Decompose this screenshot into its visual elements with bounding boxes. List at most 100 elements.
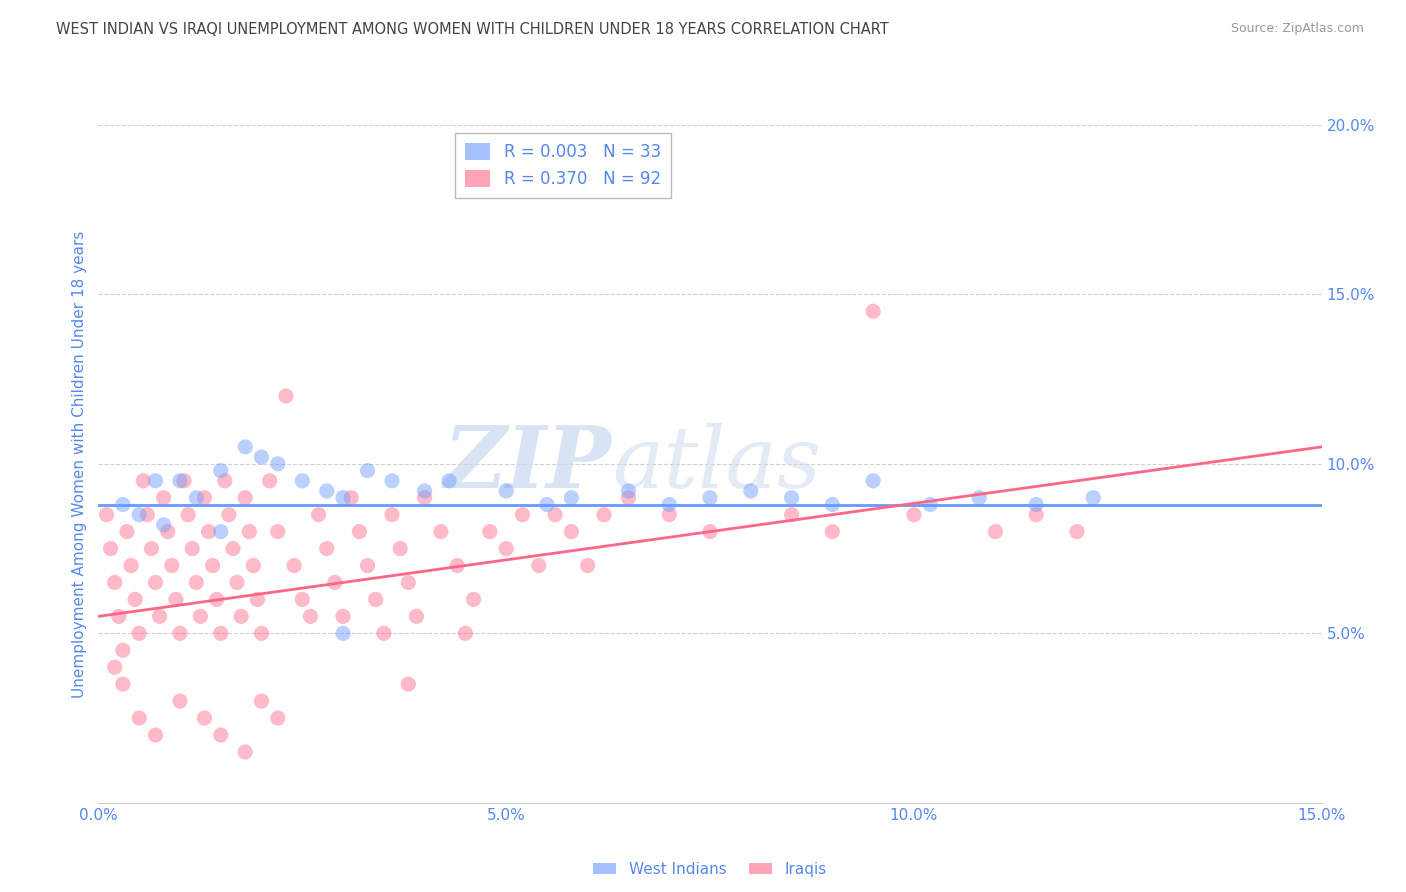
Point [446, 558, 468, 573]
Point [430, 524, 453, 539]
Point [495, 483, 517, 498]
Point [209, 728, 232, 742]
Point [188, 609, 212, 624]
Point [1066, 524, 1088, 539]
Point [120, 558, 142, 573]
Point [780, 491, 803, 505]
Point [169, 626, 191, 640]
Point [381, 474, 404, 488]
Point [145, 474, 167, 488]
Point [104, 660, 127, 674]
Point [152, 517, 174, 532]
Point [364, 592, 387, 607]
Point [205, 592, 228, 607]
Point [169, 694, 191, 708]
Point [862, 474, 884, 488]
Point [267, 457, 290, 471]
Point [201, 558, 224, 573]
Point [699, 491, 721, 505]
Point [128, 508, 150, 522]
Point [576, 558, 599, 573]
Point [332, 609, 354, 624]
Point [617, 483, 640, 498]
Point [238, 524, 260, 539]
Point [173, 474, 195, 488]
Point [274, 389, 297, 403]
Point [332, 626, 354, 640]
Point [356, 464, 378, 478]
Point [560, 491, 582, 505]
Point [132, 474, 155, 488]
Point [967, 491, 990, 505]
Point [186, 575, 208, 590]
Point [536, 498, 558, 512]
Point [233, 440, 256, 454]
Point [111, 498, 134, 512]
Point [209, 626, 232, 640]
Point [780, 508, 803, 522]
Legend: West Indians, Iraqis: West Indians, Iraqis [588, 856, 832, 883]
Point [169, 474, 191, 488]
Point [267, 711, 290, 725]
Point [209, 524, 232, 539]
Point [291, 474, 314, 488]
Text: WEST INDIAN VS IRAQI UNEMPLOYMENT AMONG WOMEN WITH CHILDREN UNDER 18 YEARS CORRE: WEST INDIAN VS IRAQI UNEMPLOYMENT AMONG … [56, 22, 889, 37]
Text: atlas: atlas [612, 423, 821, 505]
Point [115, 524, 138, 539]
Point [308, 508, 330, 522]
Point [356, 558, 378, 573]
Point [373, 626, 395, 640]
Text: ZIP: ZIP [444, 422, 612, 506]
Point [267, 524, 290, 539]
Point [984, 524, 1007, 539]
Point [226, 575, 249, 590]
Point [136, 508, 159, 522]
Point [177, 508, 200, 522]
Y-axis label: Unemployment Among Women with Children Under 18 years: Unemployment Among Women with Children U… [72, 230, 87, 698]
Point [699, 524, 721, 539]
Point [560, 524, 582, 539]
Point [340, 491, 363, 505]
Point [396, 677, 419, 691]
Point [246, 592, 269, 607]
Point [1083, 491, 1105, 505]
Point [821, 524, 844, 539]
Point [193, 491, 215, 505]
Point [141, 541, 163, 556]
Point [658, 508, 681, 522]
Point [145, 575, 167, 590]
Point [160, 558, 183, 573]
Point [332, 491, 354, 505]
Text: Source: ZipAtlas.com: Source: ZipAtlas.com [1230, 22, 1364, 36]
Point [128, 711, 150, 725]
Point [512, 508, 534, 522]
Point [214, 474, 236, 488]
Point [186, 491, 208, 505]
Point [315, 483, 337, 498]
Point [250, 626, 273, 640]
Point [233, 491, 256, 505]
Point [495, 541, 517, 556]
Point [100, 541, 122, 556]
Point [903, 508, 925, 522]
Point [233, 745, 256, 759]
Point [193, 711, 215, 725]
Point [1025, 498, 1047, 512]
Point [222, 541, 245, 556]
Point [862, 304, 884, 318]
Point [250, 694, 273, 708]
Point [544, 508, 567, 522]
Point [165, 592, 187, 607]
Point [111, 643, 134, 657]
Point [145, 728, 167, 742]
Point [323, 575, 346, 590]
Point [527, 558, 550, 573]
Point [218, 508, 240, 522]
Point [437, 474, 460, 488]
Point [291, 592, 314, 607]
Point [283, 558, 305, 573]
Point [463, 592, 485, 607]
Point [181, 541, 204, 556]
Point [128, 626, 150, 640]
Point [299, 609, 322, 624]
